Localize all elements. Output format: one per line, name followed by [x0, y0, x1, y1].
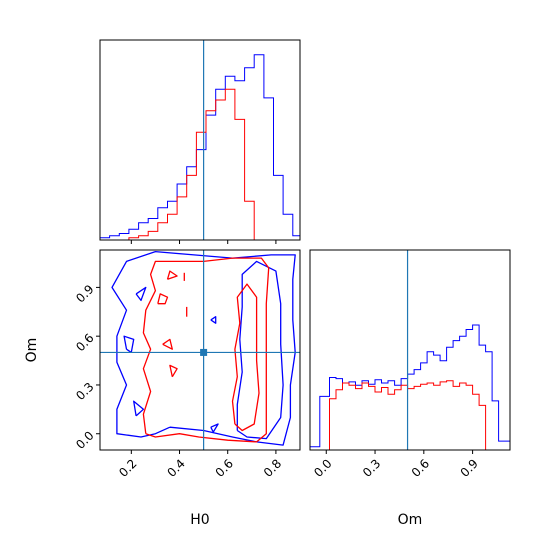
h0-histogram-blue: [99, 54, 301, 240]
contour-red-5: [166, 270, 178, 280]
om-histogram-frame: [309, 249, 511, 451]
contour-blue-2: [123, 335, 135, 354]
om-histogram-blue: [309, 324, 511, 450]
contour-blue-1: [236, 260, 284, 440]
om-2d-tick-label: 0.9: [73, 282, 96, 305]
contour-blue-3: [133, 400, 145, 417]
contour-group: [111, 250, 296, 446]
contour-frame: [99, 249, 301, 451]
x-axis-label-om: Om: [398, 512, 423, 528]
contour-blue-4: [135, 286, 147, 302]
contour-red-1: [231, 283, 260, 432]
om-hist-tick-label: 0.9: [458, 456, 481, 479]
contour-blue-6: [210, 316, 217, 324]
om-histogram-panel: 0.0 0.3 0.6 0.9: [309, 249, 511, 480]
h0-2d-tick-label: 0.8: [261, 456, 284, 479]
contour-red-0: [142, 257, 270, 443]
om-2d-tick-label: 0.0: [73, 428, 96, 451]
om-histogram-red: [310, 380, 510, 451]
h0-histogram-frame: [99, 39, 301, 241]
h0-histogram-red: [100, 88, 300, 241]
h0-2d-tick-label: 0.6: [213, 456, 236, 479]
contour-red-3: [162, 338, 173, 350]
y-axis-label-om: Om: [24, 338, 40, 363]
h0-2d-tick-label: 0.4: [164, 456, 187, 479]
om-hist-tick-label: 0.6: [409, 456, 432, 479]
h0-histogram-panel: [99, 39, 301, 244]
om-hist-tick-label: 0.3: [360, 456, 383, 479]
contour-blue-0: [111, 250, 296, 446]
contour-red-2: [157, 293, 169, 305]
h0-2d-tick-label: 0.2: [116, 456, 139, 479]
truth-marker: [200, 348, 208, 356]
om-2d-tick-label: 0.3: [73, 380, 96, 403]
contour-red-4: [169, 364, 178, 378]
om-2d-tick-label: 0.6: [73, 331, 96, 354]
contour-blue-5: [210, 423, 219, 433]
x-axis-label-h0: H0: [190, 512, 209, 528]
om-hist-tick-label: 0.0: [311, 456, 334, 479]
h0-om-contour-panel: 0.2 0.4 0.6 0.8 0.0 0.3 0.6 0.9: [73, 249, 301, 480]
